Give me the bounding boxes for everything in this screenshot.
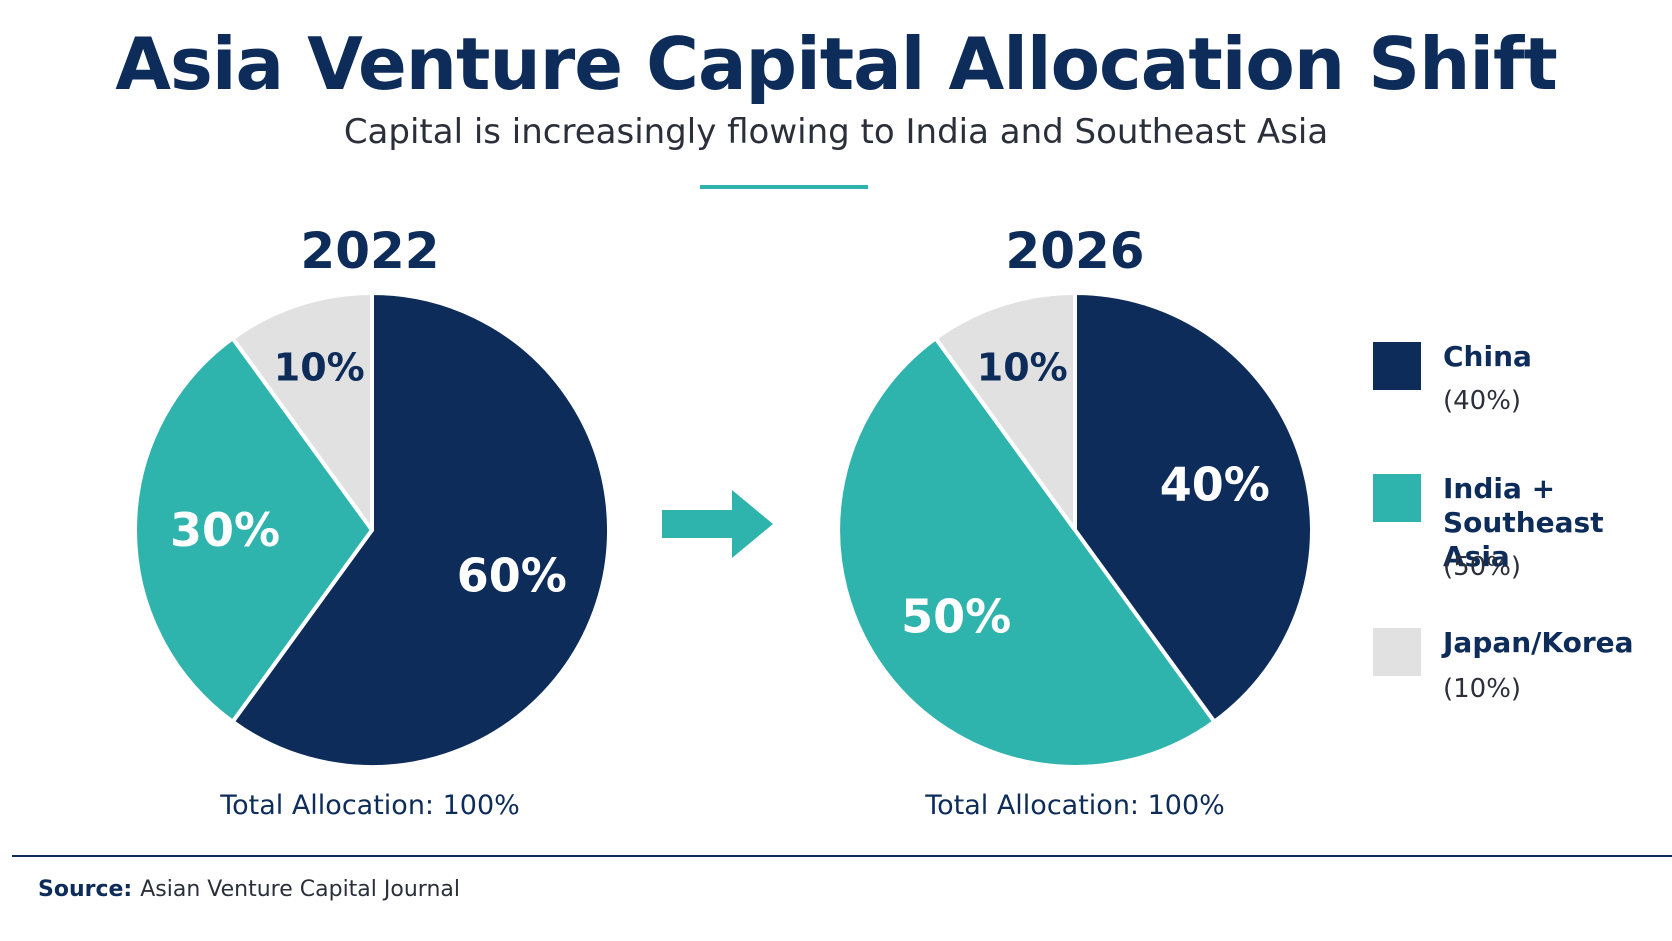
legend-swatch-japan-korea <box>1373 628 1421 676</box>
pie-slice-2026-china <box>1073 291 1314 724</box>
chart-title: Asia Venture Capital Allocation Shift <box>115 22 1558 106</box>
pie-slice-2022-china <box>230 291 611 769</box>
pie-label-2022-china: 60% <box>457 548 567 602</box>
chart-subtitle: Capital is increasingly flowing to India… <box>343 112 1329 152</box>
pie-slice-2026-india-southeast-asia <box>836 336 1217 769</box>
pie-slice-2022-japan-korea <box>230 291 374 532</box>
legend-swatch-china <box>1373 342 1421 390</box>
legend-pct-japan-korea: (10%) <box>1443 674 1522 704</box>
legend-pct-china: (40%) <box>1443 386 1522 416</box>
footer-divider <box>12 855 1672 857</box>
pie-2022: 60% 30% 10% <box>133 291 611 769</box>
legend-label-india-sea: India + Southeast Asia <box>1443 472 1604 573</box>
right-arrow-icon <box>662 490 773 558</box>
pie-label-2026-japan-korea: 10% <box>977 346 1068 390</box>
pie-label-2022-india-southeast-asia: 30% <box>170 503 280 557</box>
source-line: Source: Asian Venture Capital Journal <box>38 877 460 902</box>
pie-label-2022-japan-korea: 10% <box>274 346 365 390</box>
source-label: Source: <box>38 877 133 902</box>
pie-title-2022: 2022 <box>300 222 440 280</box>
legend-swatch-india-sea <box>1373 474 1421 522</box>
pie-2026: 40% 50% 10% <box>836 291 1314 769</box>
pie-footer-2026: Total Allocation: 100% <box>925 790 1225 821</box>
pie-footer-2022: Total Allocation: 100% <box>220 790 520 821</box>
title-divider <box>700 185 868 189</box>
legend-label-china: China <box>1443 340 1532 373</box>
legend-label-japan-korea: Japan/Korea <box>1443 626 1634 659</box>
source-text: Asian Venture Capital Journal <box>140 877 460 902</box>
pie-slice-2026-japan-korea <box>933 291 1077 532</box>
legend-pct-india-sea: (50%) <box>1443 552 1522 582</box>
pie-label-2026-china: 40% <box>1160 458 1270 512</box>
pie-label-2026-india-southeast-asia: 50% <box>901 589 1011 643</box>
pie-title-2026: 2026 <box>1005 222 1145 280</box>
pie-slice-2022-india-southeast-asia <box>133 336 374 724</box>
